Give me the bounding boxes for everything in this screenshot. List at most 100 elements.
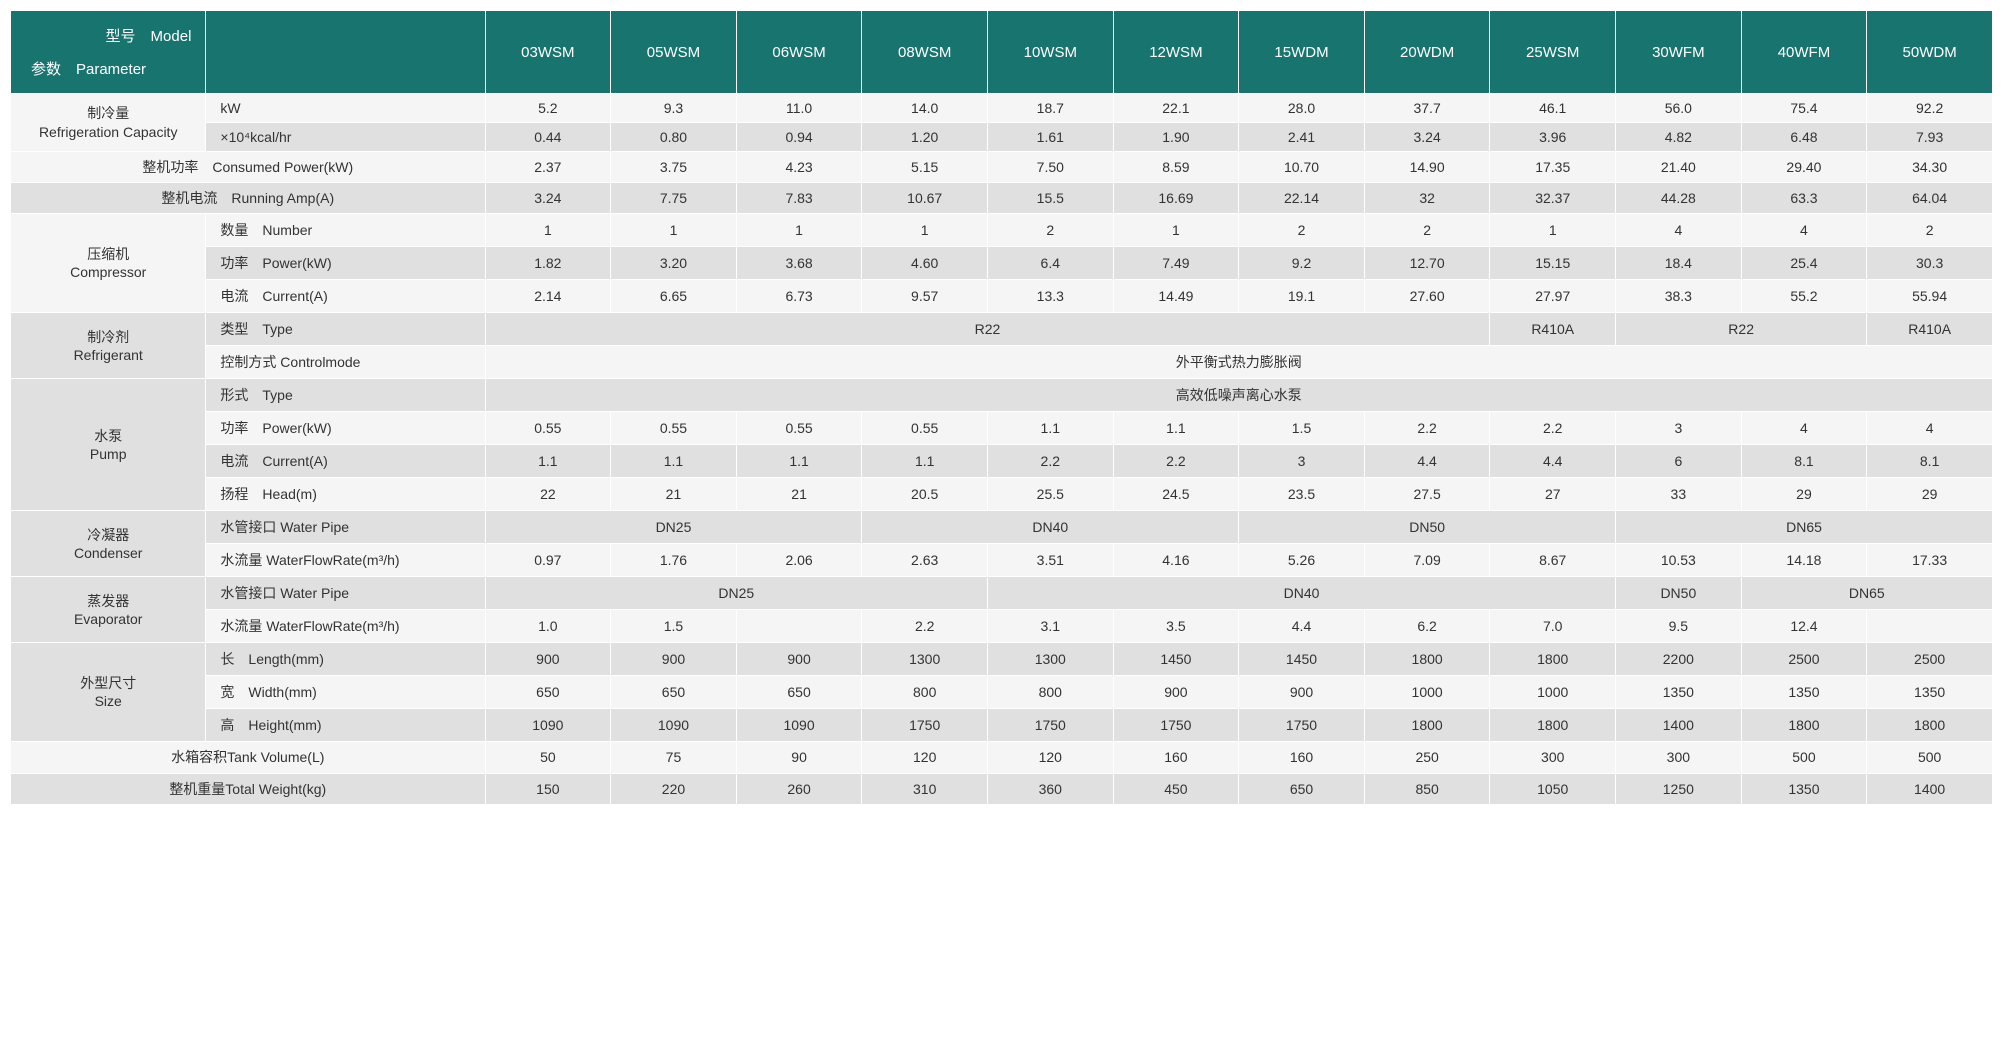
cell: 6.65 [611, 280, 737, 313]
model-col: 03WSM [485, 11, 611, 94]
cell: 1750 [1239, 709, 1365, 742]
cell: 1800 [1364, 709, 1490, 742]
cell: 3.51 [987, 544, 1113, 577]
cell [736, 610, 862, 643]
cell: 28.0 [1239, 94, 1365, 123]
cell: 21 [736, 478, 862, 511]
label-en: Pump [90, 446, 127, 462]
cell: 900 [611, 643, 737, 676]
cell: 900 [736, 643, 862, 676]
cell: 6 [1616, 445, 1742, 478]
cell: 1.90 [1113, 123, 1239, 152]
cell: 0.55 [736, 412, 862, 445]
cell: 22.14 [1239, 183, 1365, 214]
cell: 3.5 [1113, 610, 1239, 643]
cell: 1350 [1867, 676, 1993, 709]
cell: 9.3 [611, 94, 737, 123]
cell: 13.3 [987, 280, 1113, 313]
cell: 360 [987, 773, 1113, 804]
cell: R410A [1490, 313, 1616, 346]
cell: 1.82 [485, 247, 611, 280]
cell: 22.1 [1113, 94, 1239, 123]
cell: 2 [987, 214, 1113, 247]
cell: 2 [1867, 214, 1993, 247]
cell: 7.49 [1113, 247, 1239, 280]
cell: 300 [1616, 742, 1742, 773]
cell: 8.1 [1867, 445, 1993, 478]
cell: 外平衡式热力膨胀阀 [485, 346, 1992, 379]
cell: 650 [485, 676, 611, 709]
cell: 0.80 [611, 123, 737, 152]
cell: 500 [1741, 742, 1867, 773]
header-row: 型号 Model 参数 Parameter 03WSM 05WSM 06WSM … [11, 11, 1993, 94]
cell: 1.5 [1239, 412, 1365, 445]
cell: 5.15 [862, 152, 988, 183]
model-col: 20WDM [1364, 11, 1490, 94]
cell: 20.5 [862, 478, 988, 511]
label-en: Refrigeration Capacity [39, 124, 178, 140]
cell: 2.2 [1113, 445, 1239, 478]
model-col: 05WSM [611, 11, 737, 94]
sub-label: 控制方式 Controlmode [206, 346, 485, 379]
cell: 46.1 [1490, 94, 1616, 123]
cell: 0.55 [485, 412, 611, 445]
cell: 33 [1616, 478, 1742, 511]
cell: 23.5 [1239, 478, 1365, 511]
cell: 2.63 [862, 544, 988, 577]
sub-label: 功率 Power(kW) [206, 247, 485, 280]
cell: 4 [1741, 214, 1867, 247]
sub-label: 水管接口 Water Pipe [206, 511, 485, 544]
cell: 1090 [611, 709, 737, 742]
cell: 1.20 [862, 123, 988, 152]
sub-label: 水流量 WaterFlowRate(m³/h) [206, 610, 485, 643]
table-row: 电流 Current(A) 1.11.11.11.12.22.234.44.46… [11, 445, 1993, 478]
cell: 4.4 [1364, 445, 1490, 478]
cell: 650 [1239, 773, 1365, 804]
cell: 1800 [1741, 709, 1867, 742]
cell: 1800 [1490, 643, 1616, 676]
table-row: 功率 Power(kW) 0.550.550.550.551.11.11.52.… [11, 412, 1993, 445]
cell: 24.5 [1113, 478, 1239, 511]
cell: R22 [485, 313, 1490, 346]
table-row: 功率 Power(kW) 1.823.203.684.606.47.499.21… [11, 247, 1993, 280]
group-tank-volume: 水箱容积Tank Volume(L) [11, 742, 486, 773]
cell: 29 [1867, 478, 1993, 511]
cell: 650 [736, 676, 862, 709]
cell: 3.75 [611, 152, 737, 183]
table-row: 扬程 Head(m) 22212120.525.524.523.527.5273… [11, 478, 1993, 511]
cell: 220 [611, 773, 737, 804]
cell: 55.2 [1741, 280, 1867, 313]
cell: 4 [1867, 412, 1993, 445]
label-zh: 蒸发器 [87, 593, 129, 609]
cell: 7.83 [736, 183, 862, 214]
cell: DN50 [1239, 511, 1616, 544]
cell: 1400 [1867, 773, 1993, 804]
cell: 1.1 [485, 445, 611, 478]
table-row: 整机重量Total Weight(kg) 1502202603103604506… [11, 773, 1993, 804]
table-row: 电流 Current(A) 2.146.656.739.5713.314.491… [11, 280, 1993, 313]
cell: 30.3 [1867, 247, 1993, 280]
label-zh: 压缩机 [87, 246, 129, 262]
table-row: 水流量 WaterFlowRate(m³/h) 1.01.52.23.13.54… [11, 610, 1993, 643]
table-row: 水泵 Pump 形式 Type 高效低噪声离心水泵 [11, 379, 1993, 412]
cell: DN40 [987, 577, 1615, 610]
cell: 0.94 [736, 123, 862, 152]
cell: 1.1 [987, 412, 1113, 445]
table-row: 水箱容积Tank Volume(L) 507590120120160160250… [11, 742, 1993, 773]
cell: 90 [736, 742, 862, 773]
label-zh: 冷凝器 [87, 527, 129, 543]
cell: 5.26 [1239, 544, 1365, 577]
cell: 15.15 [1490, 247, 1616, 280]
sub-label: 类型 Type [206, 313, 485, 346]
group-compressor: 压缩机 Compressor [11, 214, 206, 313]
param-header: 型号 Model 参数 Parameter [11, 11, 206, 94]
cell: 1 [485, 214, 611, 247]
cell: 160 [1239, 742, 1365, 773]
model-col: 12WSM [1113, 11, 1239, 94]
cell: 6.48 [1741, 123, 1867, 152]
cell: 4.60 [862, 247, 988, 280]
cell: 2.14 [485, 280, 611, 313]
cell: 800 [862, 676, 988, 709]
cell: 14.49 [1113, 280, 1239, 313]
cell: 3.24 [485, 183, 611, 214]
